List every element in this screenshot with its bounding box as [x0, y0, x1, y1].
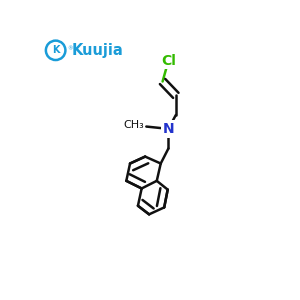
Text: Kuujia: Kuujia: [72, 43, 124, 58]
Text: ®: ®: [67, 46, 73, 51]
Text: CH₃: CH₃: [124, 120, 145, 130]
Text: K: K: [52, 45, 59, 55]
Text: N: N: [163, 122, 174, 136]
Text: Cl: Cl: [161, 54, 176, 68]
